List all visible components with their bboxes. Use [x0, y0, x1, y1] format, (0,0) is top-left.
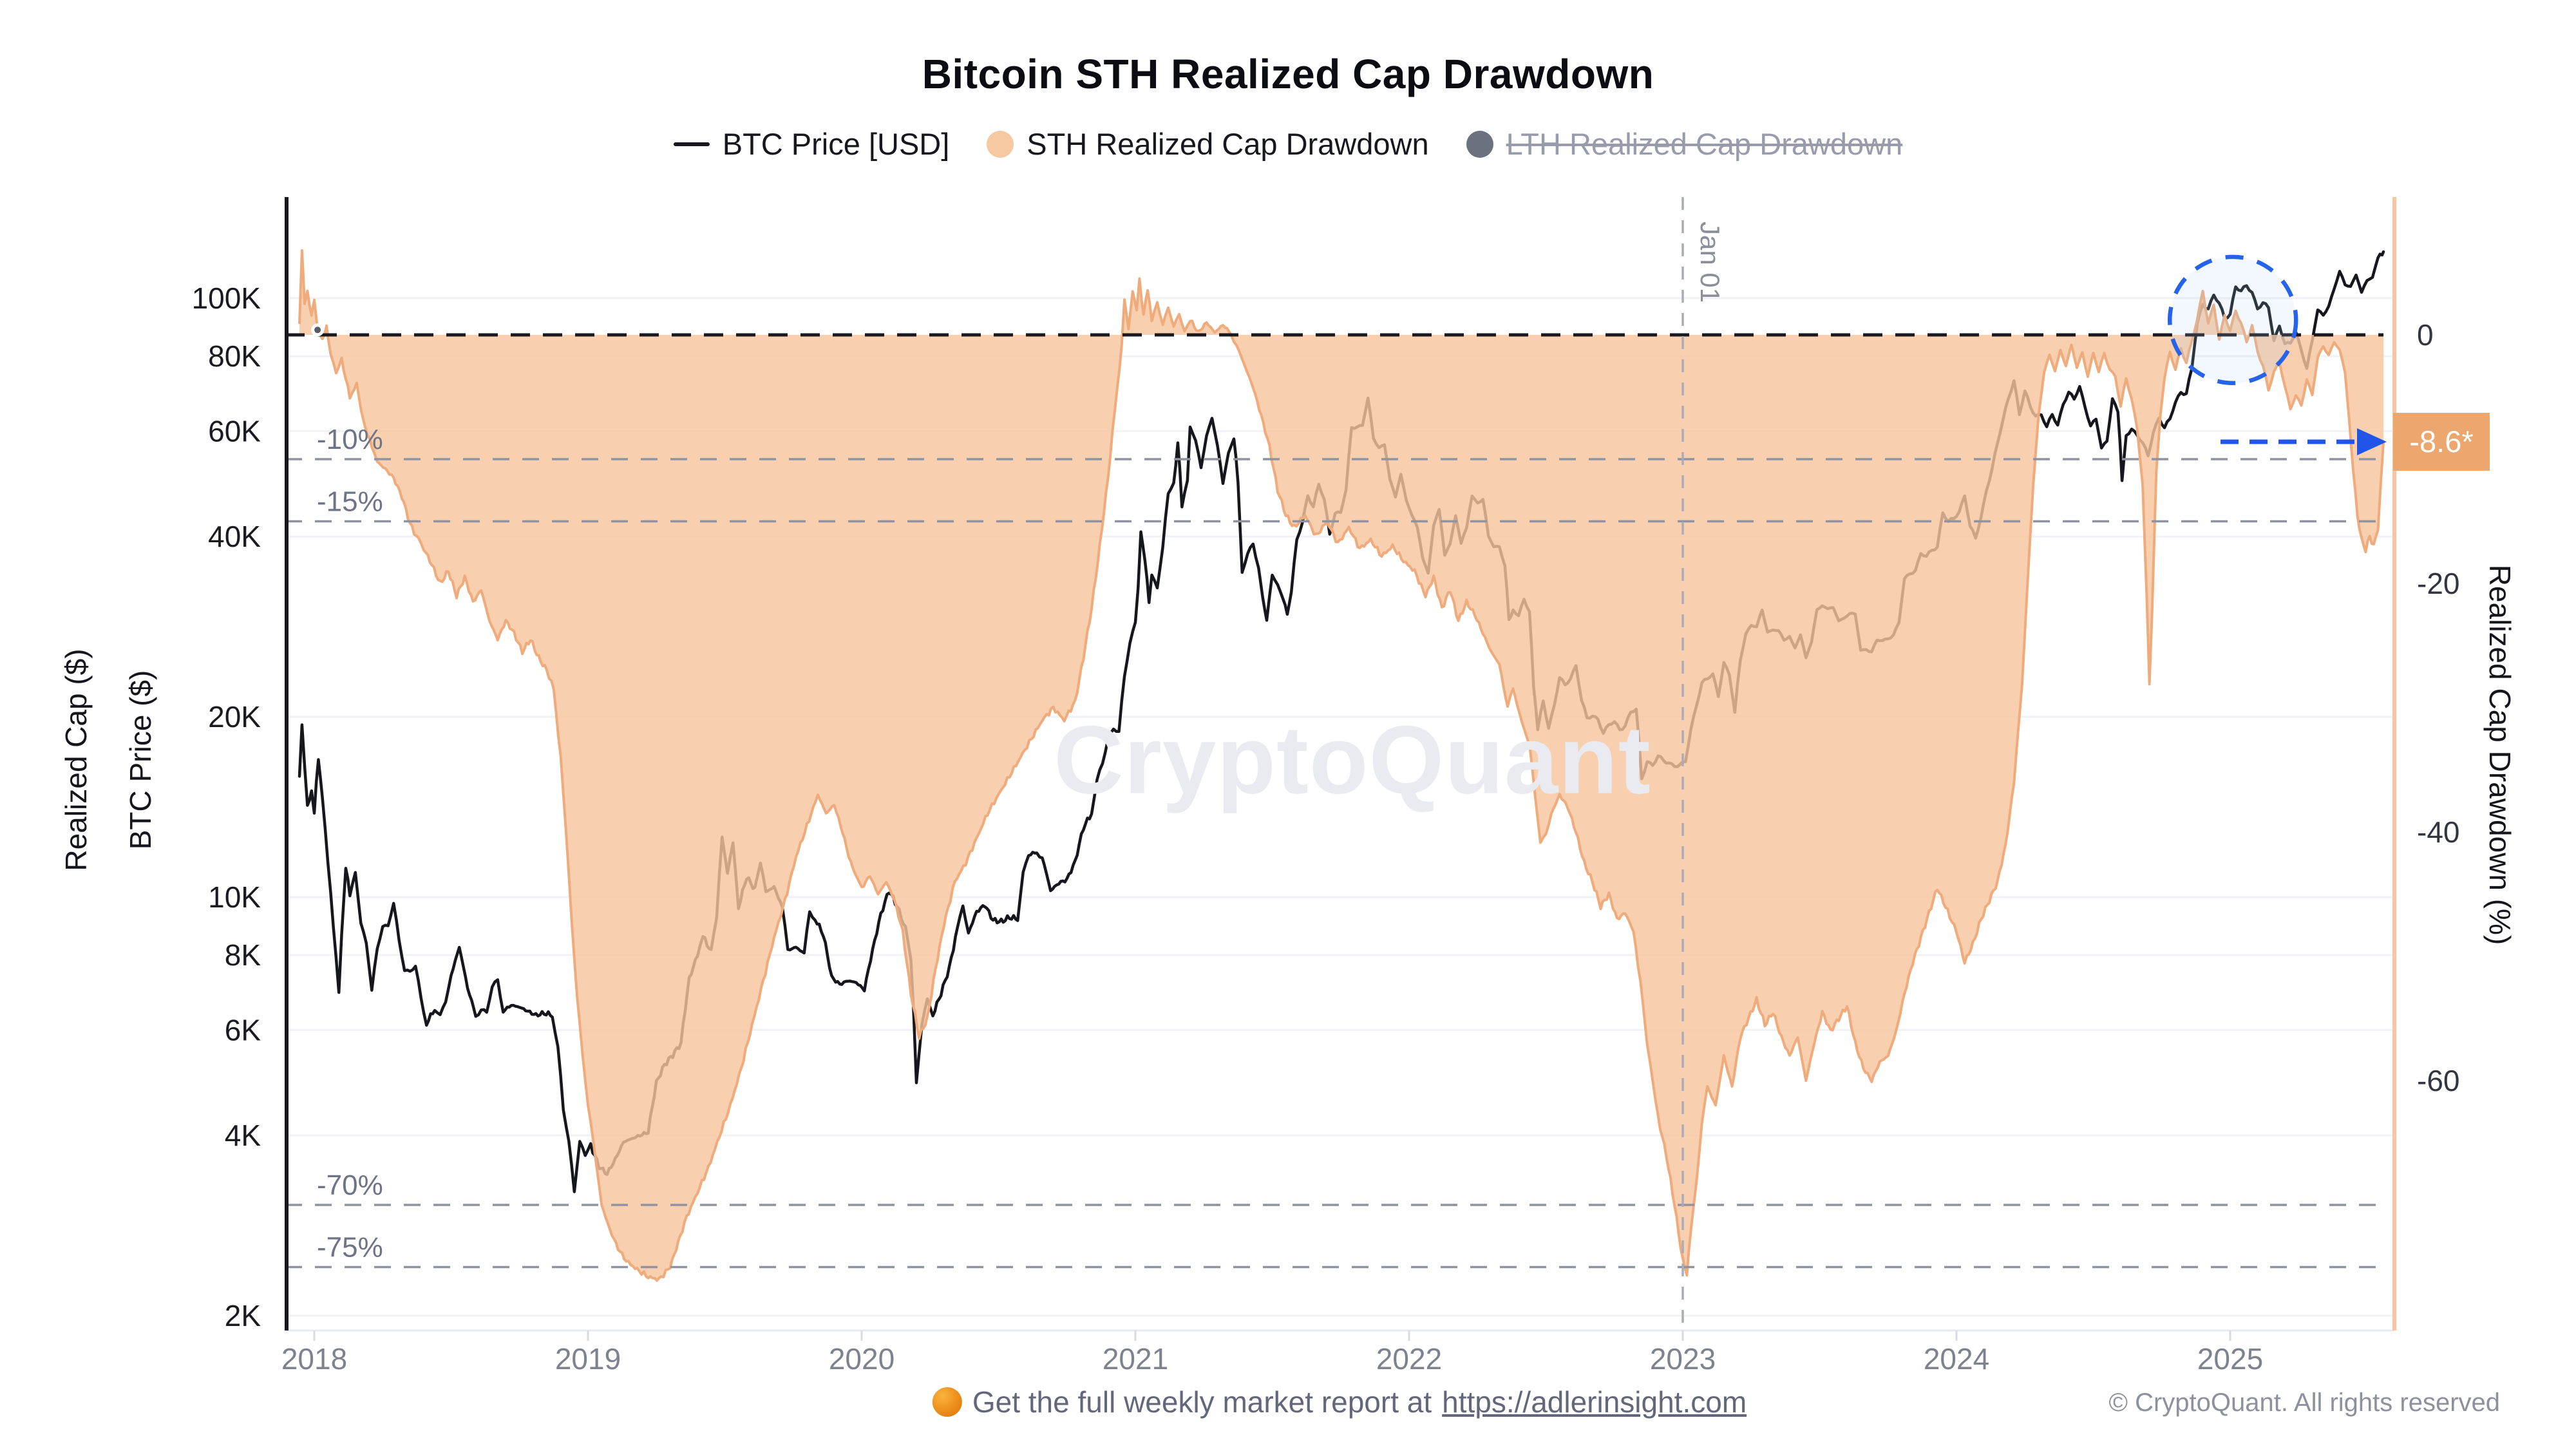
right-axis-tick-label: -40: [2417, 815, 2459, 849]
x-tick-label: 2021: [1103, 1342, 1168, 1376]
circle-swatch-icon: [1466, 130, 1493, 158]
left-axis-tick-label: 2K: [225, 1299, 261, 1332]
legend-item-lth-drawdown[interactable]: LTH Realized Cap Drawdown: [1466, 126, 1903, 162]
legend: BTC Price [USD] STH Realized Cap Drawdow…: [0, 126, 2576, 162]
legend-label: LTH Realized Cap Drawdown: [1506, 127, 1903, 161]
guide-line-label: -70%: [317, 1170, 383, 1201]
left-axis-tick-label: 8K: [225, 938, 261, 972]
footer-report-banner: Get the full weekly market report at htt…: [932, 1385, 1747, 1419]
guide-line-label: -15%: [317, 486, 383, 518]
right-axis-tick-label: 0: [2417, 318, 2434, 352]
footer-text: Get the full weekly market report at: [972, 1385, 1432, 1419]
series-start-dot: [311, 323, 325, 337]
sth-drawdown-area: [299, 250, 2383, 1281]
legend-item-sth-drawdown[interactable]: STH Realized Cap Drawdown: [987, 126, 1429, 162]
chart-title: Bitcoin STH Realized Cap Drawdown: [922, 51, 1654, 97]
left-axis-tick-label: 100K: [192, 281, 261, 315]
guide-line-label: -10%: [317, 424, 383, 455]
left-axis-tick-label: 60K: [208, 414, 261, 448]
line-swatch-icon: [673, 142, 710, 146]
footer-link[interactable]: https://adlerinsight.com: [1442, 1385, 1747, 1419]
x-tick-label: 2020: [829, 1342, 895, 1376]
legend-label: BTC Price [USD]: [722, 127, 950, 161]
x-tick-label: 2018: [281, 1342, 347, 1376]
x-tick-label: 2025: [2197, 1342, 2263, 1376]
guide-line-label: -75%: [317, 1232, 383, 1264]
x-tick-label: 2022: [1376, 1342, 1442, 1376]
right-axis-tick-label: -60: [2417, 1064, 2459, 1097]
left-axis-tick-label: 6K: [225, 1013, 261, 1046]
left-axis-title-realized-cap: Realized Cap ($): [59, 649, 93, 871]
left-axis-tick-label: 10K: [208, 880, 261, 914]
copyright-text: © CryptoQuant. All rights reserved: [2108, 1388, 2501, 1417]
left-axis-tick-label: 40K: [208, 520, 261, 553]
left-axis-title-btc-price: BTC Price ($): [124, 670, 157, 850]
cryptoquant-watermark: CryptoQuant: [1054, 705, 1651, 814]
legend-label: STH Realized Cap Drawdown: [1027, 127, 1429, 161]
last-value-badge: [2393, 412, 2490, 471]
jan01-label: Jan 01: [1695, 222, 1725, 303]
x-tick-label: 2023: [1650, 1342, 1716, 1376]
arrow-head-icon: [2357, 428, 2387, 455]
legend-item-btc-price[interactable]: BTC Price [USD]: [673, 126, 950, 162]
left-axis-tick-label: 80K: [208, 339, 261, 373]
circle-swatch-icon: [987, 130, 1014, 158]
left-axis-tick-label: 20K: [208, 700, 261, 734]
orange-circle-icon: [932, 1387, 962, 1417]
last-value-badge-text: -8.6*: [2409, 424, 2473, 459]
left-axis-tick-label: 4K: [225, 1119, 261, 1152]
right-axis-tick-label: -20: [2417, 567, 2459, 600]
sth-drawdown-boundary-line: [298, 249, 2385, 1282]
x-tick-label: 2019: [555, 1342, 621, 1376]
highlight-dashed-circle: [2168, 254, 2298, 386]
x-tick-label: 2024: [1924, 1342, 1989, 1376]
right-axis-title: Realized Cap Drawdown (%): [2483, 564, 2517, 945]
